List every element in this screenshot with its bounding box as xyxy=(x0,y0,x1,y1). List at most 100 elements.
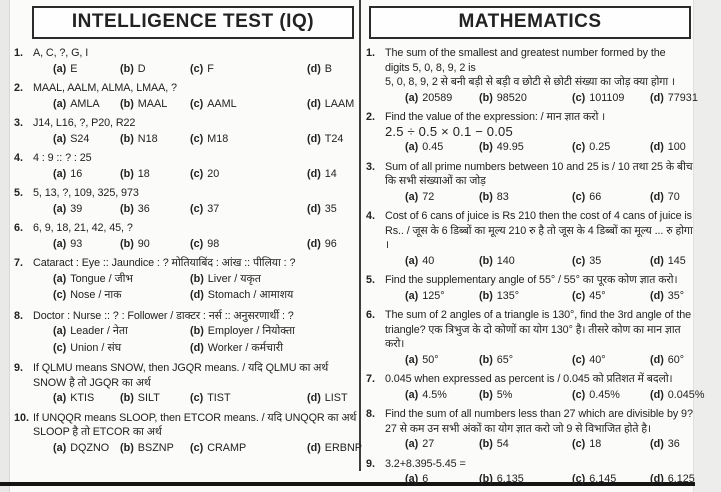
question-text-line: Find the value of the expression: / मान … xyxy=(385,111,606,123)
question-text-line: 6, 9, 18, 21, 42, 45, ? xyxy=(33,222,133,234)
option-c: (c) CRAMP xyxy=(190,441,307,456)
option-label: (c) xyxy=(572,190,586,203)
option-label: (b) xyxy=(479,190,493,203)
option-text: 27 xyxy=(422,438,435,450)
question-text-line: MAAL, AALM, ALMA, LMAA, ? xyxy=(33,82,177,94)
options-row: (a) 125° (b) 135° (c) 45° (d) 35° xyxy=(405,289,693,304)
options-row: (a) 72 (b) 83 (c) 66 (d) 70 xyxy=(405,190,693,205)
option-b: (b) 98520 xyxy=(479,91,572,106)
option-b: (b) 135° xyxy=(479,289,572,304)
question-text-line: Sum of all prime numbers between 10 and … xyxy=(385,160,693,188)
option-text: 135° xyxy=(496,289,520,302)
option-label: (b) xyxy=(479,438,493,450)
option-label: (b) xyxy=(479,91,493,104)
option-d: (d) B xyxy=(307,62,358,77)
option-text: 40 xyxy=(422,254,435,267)
option-text: LIST xyxy=(324,392,348,404)
option-text: 20589 xyxy=(422,91,453,104)
option-label: (a) xyxy=(405,141,419,153)
option-a: (a) 93 xyxy=(53,237,120,252)
option-text: 66 xyxy=(589,190,602,203)
option-label: (b) xyxy=(479,289,493,302)
option-a: (a) 27 xyxy=(405,437,479,452)
question-body: Cost of 6 cans of juice is Rs 210 then t… xyxy=(385,209,693,269)
option-d: (d) ERBNP xyxy=(307,441,362,456)
option-text: N18 xyxy=(137,132,158,145)
option-label: (a) xyxy=(405,473,419,485)
option-c: (c) M18 xyxy=(190,132,307,147)
question-text-line: Cost of 6 cans of juice is Rs 210 then t… xyxy=(385,210,693,251)
option-text: B xyxy=(324,62,332,75)
option-label: (a) xyxy=(53,237,67,250)
iq-question-3: 3. J14, L16, ?, P20, R22 (a) S24 (b) N18 (c) M1… xyxy=(14,116,358,147)
option-text: Liver / यकृत xyxy=(207,272,261,285)
option-a: (a) KTIS xyxy=(53,391,120,406)
iq-question-list: 1. A, C, ?, G, I (a) E (b) D (c) F (d) B 2. MAAL, A… xyxy=(12,46,362,456)
option-b: (b) BSZNP xyxy=(120,441,190,456)
question-number: 8. xyxy=(14,309,24,322)
option-text: 0.045% xyxy=(667,388,705,401)
option-d: (d) Worker / कर्मचारी xyxy=(190,341,358,356)
option-a: (a) S24 xyxy=(53,132,120,147)
option-c: (c) 40° xyxy=(572,353,650,368)
option-text: E xyxy=(70,62,78,75)
option-c: (c) 18 xyxy=(572,437,650,452)
option-label: (d) xyxy=(307,392,321,404)
option-label: (b) xyxy=(479,353,493,366)
option-d: (d) 6.125 xyxy=(650,472,695,487)
question-body: Sum of all prime numbers between 10 and … xyxy=(385,160,693,206)
option-d: (d) 0.045% xyxy=(650,388,704,403)
question-body: If QLMU means SNOW, then JGQR means. / य… xyxy=(33,361,358,407)
question-number: 6. xyxy=(366,309,376,321)
option-text: Nose / नाक xyxy=(70,289,122,301)
option-text: 36 xyxy=(667,438,680,450)
option-text: 83 xyxy=(496,190,509,203)
question-number: 2. xyxy=(366,111,376,123)
iq-section-title: INTELLIGENCE TEST (IQ) xyxy=(71,11,315,32)
option-text: 6.125 xyxy=(667,473,695,485)
option-label: (c) xyxy=(190,167,204,180)
options-row: (a) S24 (b) N18 (c) M18 (d) T24 xyxy=(53,132,358,147)
option-label: (a) xyxy=(53,441,67,454)
option-text: 100 xyxy=(667,141,686,153)
question-text-line: Doctor : Nurse :: ? : Follower / डाक्टर … xyxy=(33,309,294,322)
option-b: (b) 5% xyxy=(479,388,572,403)
option-a: (a) 4.5% xyxy=(405,388,479,403)
option-label: (c) xyxy=(53,341,67,354)
question-number: 8. xyxy=(366,408,376,420)
option-label: (b) xyxy=(479,473,493,485)
option-text: 37 xyxy=(207,202,220,215)
option-label: (b) xyxy=(120,97,134,110)
option-text: M18 xyxy=(207,132,229,145)
question-number: 7. xyxy=(14,257,24,269)
question-number: 6. xyxy=(14,222,24,234)
question-body: 6, 9, 18, 21, 42, 45, ? (a) 93 (b) 90 (c) 98 (d… xyxy=(33,221,358,252)
option-d: (d) LIST xyxy=(307,391,358,406)
option-d: (d) 35° xyxy=(650,289,693,304)
option-label: (c) xyxy=(190,441,204,454)
option-label: (a) xyxy=(405,388,419,401)
option-label: (c) xyxy=(190,132,204,145)
option-label: (a) xyxy=(405,353,419,366)
option-text: 96 xyxy=(324,237,337,250)
question-number: 2. xyxy=(14,82,24,94)
option-c: (c) F xyxy=(190,62,307,77)
option-a: (a) E xyxy=(53,62,120,77)
question-body: 4 : 9 :: ? : 25 (a) 16 (b) 18 (c) 20 (d) 14 xyxy=(33,151,358,182)
option-text: Stomach / आमाशय xyxy=(207,289,294,301)
option-a: (a) 125° xyxy=(405,289,479,304)
option-label: (b) xyxy=(120,392,134,404)
option-c: (c) Union / संघ xyxy=(53,341,190,356)
option-text: 90 xyxy=(137,237,150,250)
option-label: (d) xyxy=(650,141,664,153)
option-text: 5% xyxy=(496,388,513,401)
option-label: (a) xyxy=(53,325,67,337)
option-d: (d) 35 xyxy=(307,202,358,217)
option-text: 16 xyxy=(70,167,83,180)
option-label: (d) xyxy=(190,289,204,301)
math-question-8: 8. Find the sum of all numbers less than … xyxy=(366,407,693,453)
option-label: (d) xyxy=(190,341,204,354)
question-text-line: The sum of the smallest and greatest num… xyxy=(385,47,666,74)
option-text: 4.5% xyxy=(422,388,447,401)
question-body: 5, 13, ?, 109, 325, 973 (a) 39 (b) 36 (c) 37 (d… xyxy=(33,186,358,217)
